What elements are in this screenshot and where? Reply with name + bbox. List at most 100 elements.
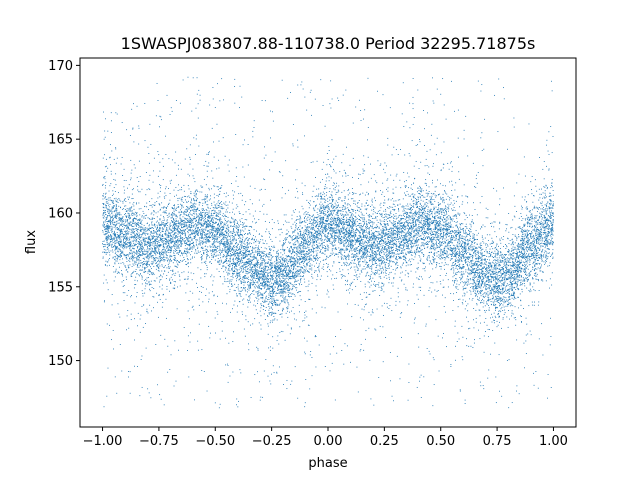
data-point xyxy=(355,203,357,205)
data-point xyxy=(494,221,496,223)
data-point xyxy=(214,210,216,212)
data-point xyxy=(469,245,471,247)
data-point xyxy=(363,225,364,227)
data-point xyxy=(153,273,155,275)
data-point xyxy=(522,277,524,279)
data-point xyxy=(342,242,344,244)
data-point xyxy=(416,294,418,296)
data-point xyxy=(552,227,554,229)
data-point xyxy=(240,271,241,273)
data-point xyxy=(457,257,459,259)
data-point xyxy=(408,214,410,216)
data-point xyxy=(334,229,336,231)
data-point xyxy=(478,273,480,275)
data-point xyxy=(223,243,224,244)
data-point xyxy=(179,241,181,242)
data-point xyxy=(241,243,243,245)
data-point xyxy=(460,267,462,268)
data-point xyxy=(387,259,389,261)
data-point xyxy=(190,332,191,334)
data-point xyxy=(397,204,399,206)
data-point xyxy=(136,280,138,282)
data-point xyxy=(398,227,400,229)
data-point xyxy=(228,233,229,235)
data-point xyxy=(368,275,370,277)
data-point xyxy=(515,297,517,299)
data-point xyxy=(218,262,220,264)
data-point xyxy=(416,248,418,250)
data-point xyxy=(363,319,365,321)
data-point xyxy=(356,277,358,279)
data-point xyxy=(516,285,518,287)
data-point xyxy=(113,205,115,207)
data-point xyxy=(265,154,267,156)
data-point xyxy=(452,226,454,228)
data-point xyxy=(103,213,105,215)
data-point xyxy=(259,241,261,243)
data-point xyxy=(279,267,280,268)
data-point xyxy=(497,261,499,263)
data-point xyxy=(325,180,327,182)
data-point xyxy=(544,236,546,238)
data-point xyxy=(387,199,389,201)
data-point xyxy=(294,279,296,281)
data-point xyxy=(447,279,449,281)
data-point xyxy=(102,198,104,200)
data-point xyxy=(346,224,348,226)
data-point xyxy=(458,258,460,260)
data-point xyxy=(249,255,251,257)
data-point xyxy=(379,295,381,296)
data-point xyxy=(550,228,552,229)
data-point xyxy=(339,221,341,223)
data-point xyxy=(282,284,284,286)
data-point xyxy=(103,240,105,242)
data-point xyxy=(186,225,188,227)
data-point xyxy=(552,256,554,258)
data-point xyxy=(473,240,475,241)
data-point xyxy=(550,207,552,209)
data-point xyxy=(370,215,372,217)
data-point xyxy=(276,283,278,285)
data-point xyxy=(547,208,549,210)
data-point xyxy=(245,226,247,227)
data-point xyxy=(342,214,344,216)
data-point xyxy=(334,210,336,211)
data-point xyxy=(172,212,173,214)
data-point xyxy=(452,253,454,255)
data-point xyxy=(299,259,300,261)
data-point xyxy=(109,197,111,199)
data-point xyxy=(456,250,458,252)
data-point xyxy=(480,265,482,267)
data-point xyxy=(442,286,444,288)
data-point xyxy=(170,260,172,262)
data-point xyxy=(103,226,105,228)
data-point xyxy=(160,257,161,259)
data-point xyxy=(281,258,283,260)
data-point xyxy=(305,221,307,223)
data-point xyxy=(331,227,333,229)
data-point xyxy=(482,280,484,282)
data-point xyxy=(160,254,162,256)
data-point xyxy=(167,264,169,266)
data-point xyxy=(194,227,196,229)
data-point xyxy=(356,227,358,229)
data-point xyxy=(221,206,223,208)
data-point xyxy=(520,275,522,277)
data-point xyxy=(106,238,108,240)
data-point xyxy=(355,248,357,250)
data-point xyxy=(359,244,361,246)
data-point xyxy=(204,220,206,222)
data-point xyxy=(289,311,290,313)
data-point xyxy=(180,223,182,225)
data-point xyxy=(108,208,110,210)
data-point xyxy=(127,237,129,239)
data-point xyxy=(449,225,451,227)
data-point xyxy=(324,235,326,237)
data-point xyxy=(156,233,158,235)
data-point xyxy=(215,227,217,229)
data-point xyxy=(417,220,419,222)
data-point xyxy=(247,276,249,278)
data-point xyxy=(180,232,182,234)
data-point xyxy=(269,296,271,298)
data-point xyxy=(174,224,176,226)
